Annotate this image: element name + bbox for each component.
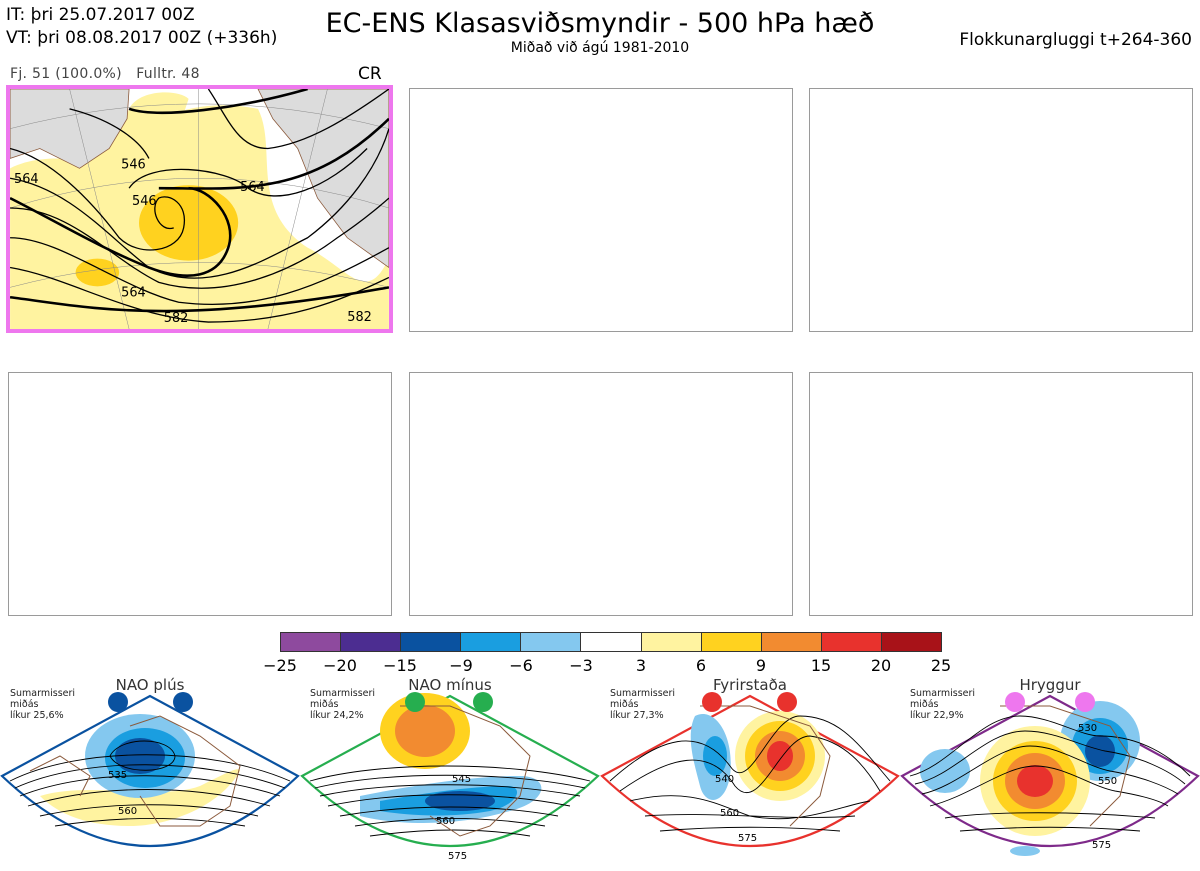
regime-probability: líkur 24,2% bbox=[310, 710, 364, 721]
contour-label: 540 bbox=[715, 774, 734, 785]
regime-marker bbox=[108, 692, 128, 712]
regime-line: miðás bbox=[10, 699, 39, 710]
regime-info: Sumarmisseri miðás líkur 24,2% bbox=[310, 688, 375, 721]
colorbar-tick: −6 bbox=[509, 656, 533, 675]
contour-label: 582 bbox=[347, 310, 372, 325]
regime-line: miðás bbox=[910, 699, 939, 710]
cluster-map-4-empty bbox=[8, 372, 392, 616]
regime-season: Sumarmisseri bbox=[10, 688, 76, 699]
contour-label: 564 bbox=[121, 285, 146, 300]
regime-blocking[interactable]: 540 560 575 Fyrirstaða Sumarmisseri miðá… bbox=[600, 676, 900, 871]
regime-info: Sumarmisseri miðás líkur 25,6% bbox=[10, 688, 75, 721]
regime-marker bbox=[1005, 692, 1025, 712]
contour-label: 545 bbox=[452, 774, 471, 785]
header-run-info: IT: þri 25.07.2017 00Z VT: þri 08.08.201… bbox=[6, 4, 277, 50]
cluster-info: Fj. 51 (100.0%) Fulltr. 48 bbox=[10, 66, 200, 82]
cluster-regime-code: CR bbox=[358, 64, 382, 84]
regime-nao-minus[interactable]: 545 560 575 NAO mínus Sumarmisseri miðás… bbox=[300, 676, 600, 871]
contour-label: 564 bbox=[14, 172, 39, 187]
cluster-map-1[interactable]: 564 546 564 582 582 564 546 bbox=[6, 85, 393, 333]
contour-label: 546 bbox=[132, 194, 157, 209]
regime-marker bbox=[1075, 692, 1095, 712]
regime-season: Sumarmisseri bbox=[910, 688, 976, 699]
contour-label: 575 bbox=[1092, 840, 1111, 851]
regime-nao-minus-map: 545 560 575 bbox=[300, 692, 600, 862]
regime-season: Sumarmisseri bbox=[310, 688, 376, 699]
colorbar-tick: −15 bbox=[383, 656, 417, 675]
colorbar-tick: 3 bbox=[635, 656, 647, 675]
contour-label: 550 bbox=[1098, 776, 1117, 787]
colorbar-swatch bbox=[521, 633, 582, 651]
colorbar-swatch bbox=[641, 633, 702, 651]
colorbar-swatch bbox=[881, 633, 942, 651]
contour-label: 575 bbox=[738, 833, 757, 844]
colorbar-tick: −3 bbox=[569, 656, 593, 675]
regime-marker bbox=[405, 692, 425, 712]
regime-ridge-map: 530 550 575 bbox=[900, 692, 1200, 856]
contour-label: 575 bbox=[448, 851, 467, 862]
colorbar-tick: 25 bbox=[930, 656, 952, 675]
initial-time: IT: þri 25.07.2017 00Z bbox=[6, 5, 195, 25]
valid-time: VT: þri 08.08.2017 00Z (+336h) bbox=[6, 28, 278, 48]
classification-window: Flokkunargluggi t+264-360 bbox=[959, 30, 1192, 50]
regime-probability: líkur 27,3% bbox=[610, 710, 664, 721]
contour-label: 560 bbox=[720, 808, 739, 819]
colorbar-tick: 9 bbox=[755, 656, 767, 675]
colorbar-swatch bbox=[761, 633, 822, 651]
page-subtitle: Miðað við ágú 1981-2010 bbox=[510, 40, 690, 56]
cluster-map-5-empty bbox=[409, 372, 793, 616]
regime-marker bbox=[173, 692, 193, 712]
cluster-map-3-empty bbox=[809, 88, 1193, 332]
colorbar-swatch bbox=[341, 633, 402, 651]
regime-marker bbox=[777, 692, 797, 712]
regime-title: NAO mínus bbox=[408, 676, 492, 694]
cluster-map-6-empty bbox=[809, 372, 1193, 616]
colorbar-swatch bbox=[701, 633, 762, 651]
colorbar-swatch bbox=[821, 633, 882, 651]
regime-probability: líkur 25,6% bbox=[10, 710, 64, 721]
contour-label: 546 bbox=[121, 157, 146, 172]
cluster-representative: Fulltr. 48 bbox=[136, 66, 200, 82]
colorbar-tick: −25 bbox=[263, 656, 297, 675]
regime-nao-plus-map: 535 560 bbox=[0, 692, 300, 848]
contour-label: 535 bbox=[108, 770, 127, 781]
regime-nao-plus[interactable]: 535 560 NAO plús Sumarmisseri miðás líku… bbox=[0, 676, 300, 871]
colorbar-tick: −9 bbox=[449, 656, 473, 675]
regime-line: miðás bbox=[610, 699, 639, 710]
regime-probability: líkur 22,9% bbox=[910, 710, 964, 721]
regime-ridge[interactable]: 530 550 575 Hryggur Sumarmisseri miðás l… bbox=[900, 676, 1200, 871]
cluster-count: Fj. 51 (100.0%) bbox=[10, 66, 122, 82]
contour-label: 530 bbox=[1078, 723, 1097, 734]
regime-info: Sumarmisseri miðás líkur 27,3% bbox=[610, 688, 675, 721]
regime-marker bbox=[473, 692, 493, 712]
contour-label: 564 bbox=[240, 180, 265, 195]
regime-blocking-map: 540 560 575 bbox=[600, 692, 900, 848]
regime-info: Sumarmisseri miðás líkur 22,9% bbox=[910, 688, 975, 721]
regime-line: miðás bbox=[310, 699, 339, 710]
colorbar-tick: 15 bbox=[810, 656, 832, 675]
regime-title: NAO plús bbox=[115, 676, 185, 694]
colorbar-swatch bbox=[281, 633, 342, 651]
contour-label: 560 bbox=[436, 816, 455, 827]
regime-marker bbox=[702, 692, 722, 712]
cluster-map-1-graphic: 564 546 564 582 582 564 546 bbox=[10, 89, 389, 329]
regime-title: Hryggur bbox=[1019, 676, 1081, 694]
colorbar-swatch bbox=[401, 633, 462, 651]
contour-label: 560 bbox=[118, 806, 137, 817]
colorbar-tick: 6 bbox=[695, 656, 707, 675]
colorbar-swatch bbox=[581, 633, 642, 651]
colorbar-swatch bbox=[461, 633, 522, 651]
regime-season: Sumarmisseri bbox=[610, 688, 676, 699]
anomaly-colorbar bbox=[280, 632, 942, 652]
colorbar-tick: −20 bbox=[323, 656, 357, 675]
cluster-map-2-empty bbox=[409, 88, 793, 332]
contour-label: 582 bbox=[164, 311, 189, 326]
page-title: EC-ENS Klasasviðsmyndir - 500 hPa hæð bbox=[325, 8, 875, 39]
colorbar-tick: 20 bbox=[870, 656, 892, 675]
regime-title: Fyrirstaða bbox=[713, 676, 787, 694]
